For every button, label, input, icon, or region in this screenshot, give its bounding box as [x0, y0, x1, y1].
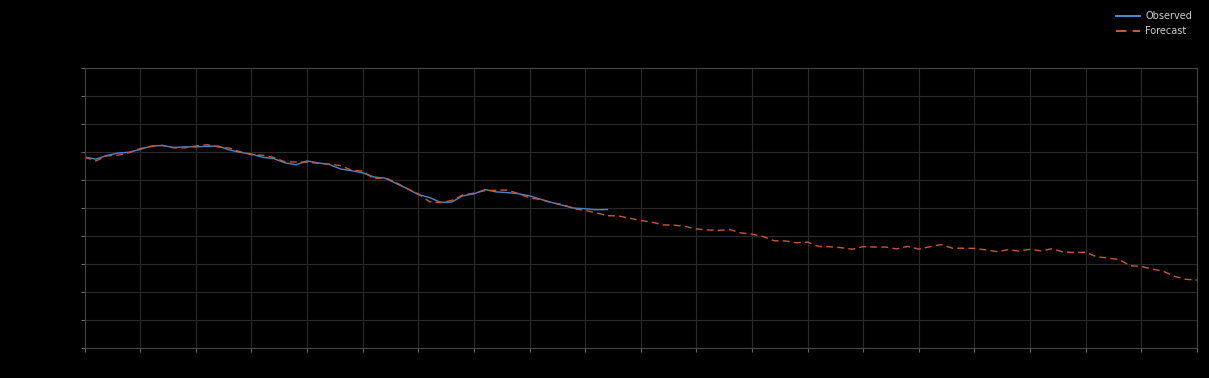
Legend: Observed, Forecast: Observed, Forecast [1116, 11, 1192, 36]
